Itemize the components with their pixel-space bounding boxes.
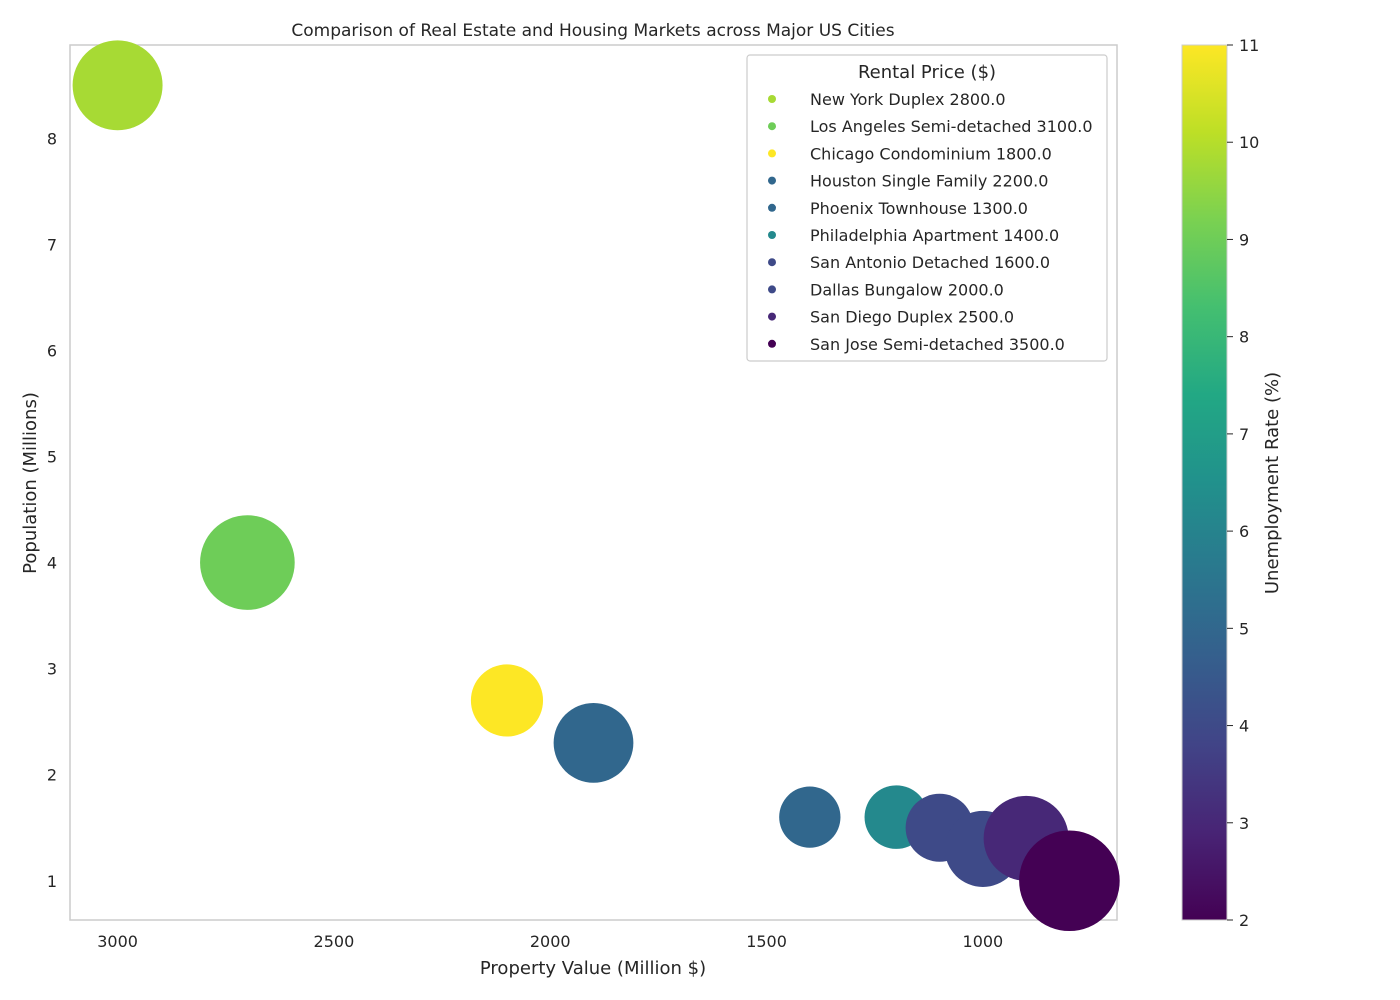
legend-marker	[768, 95, 776, 103]
y-tick-label: 1	[47, 872, 57, 891]
legend-entry: Phoenix Townhouse 1300.0	[810, 199, 1028, 218]
legend-entry: San Jose Semi-detached 3500.0	[810, 335, 1065, 354]
x-axis-label: Property Value (Million $)	[480, 958, 706, 979]
x-tick-label: 1000	[963, 932, 1004, 951]
legend-entry: Houston Single Family 2200.0	[810, 172, 1048, 191]
y-tick-label: 8	[47, 129, 57, 148]
colorbar-tick-label: 7	[1239, 425, 1249, 444]
data-point	[553, 703, 634, 783]
colorbar-ticks: 2 3 4 5 6 7 8 9 10 11	[1227, 36, 1259, 930]
legend-marker	[768, 203, 776, 212]
colorbar-gradient	[1181, 44, 1228, 921]
legend-marker	[768, 285, 776, 294]
colorbar-tick-label: 6	[1239, 522, 1249, 541]
x-axis-ticks: 3000 2500 2000 1500 1000	[97, 932, 1003, 951]
data-point	[1019, 830, 1120, 932]
legend-entry: San Diego Duplex 2500.0	[810, 308, 1014, 327]
x-tick-label: 2500	[314, 932, 355, 951]
y-tick-label: 6	[47, 341, 57, 360]
colorbar-tick-label: 4	[1239, 717, 1249, 736]
y-tick-label: 5	[47, 448, 57, 467]
x-tick-label: 1500	[746, 932, 787, 951]
legend-marker	[768, 176, 776, 185]
legend-box	[746, 54, 1108, 362]
colorbar-tick-label: 11	[1239, 36, 1259, 55]
x-tick-label: 2000	[530, 932, 571, 951]
colorbar-tick-label: 8	[1239, 328, 1249, 347]
legend-marker	[768, 312, 776, 321]
legend-entry: San Antonio Detached 1600.0	[810, 253, 1050, 272]
legend-entry: Chicago Condominium 1800.0	[810, 144, 1052, 163]
y-tick-label: 3	[47, 660, 57, 679]
legend-entry: New York Duplex 2800.0	[810, 90, 1006, 109]
legend-entry: Philadelphia Apartment 1400.0	[810, 226, 1059, 245]
y-tick-label: 4	[47, 554, 57, 573]
y-axis-label: Population (Millions)	[20, 392, 41, 574]
x-tick-label: 3000	[97, 932, 138, 951]
legend-marker	[768, 122, 776, 131]
colorbar-tick-label: 3	[1239, 814, 1249, 833]
legend-title: Rental Price ($)	[858, 62, 996, 83]
data-point	[200, 515, 295, 610]
colorbar-tick-label: 5	[1239, 619, 1249, 638]
y-tick-label: 2	[47, 766, 57, 785]
legend-marker	[768, 231, 776, 239]
data-point	[72, 40, 163, 131]
legend-marker	[768, 149, 776, 158]
chart-title: Comparison of Real Estate and Housing Ma…	[291, 21, 894, 41]
legend-entry: Los Angeles Semi-detached 3100.0	[810, 117, 1093, 136]
colorbar-tick-label: 2	[1239, 911, 1249, 930]
data-point	[470, 664, 544, 737]
colorbar-tick-label: 9	[1239, 230, 1249, 249]
legend-marker	[768, 258, 776, 267]
y-axis-ticks: 1 2 3 4 5 6 7 8	[47, 129, 57, 890]
legend-items: New York Duplex 2800.0 Los Angeles Semi-d…	[768, 90, 1093, 354]
y-tick-label: 7	[47, 235, 57, 254]
colorbar-label: Unemployment Rate (%)	[1262, 372, 1283, 594]
colorbar-tick-label: 10	[1239, 133, 1259, 152]
legend: Rental Price ($) New York Duplex 2800.0 L…	[746, 54, 1108, 362]
legend-entry: Dallas Bungalow 2000.0	[810, 280, 1004, 299]
legend-marker	[768, 339, 776, 348]
data-point	[779, 786, 841, 848]
data-points	[72, 40, 1120, 932]
colorbar: 2 3 4 5 6 7 8 9 10 11 Unemployment Rate (%)	[1181, 36, 1283, 930]
